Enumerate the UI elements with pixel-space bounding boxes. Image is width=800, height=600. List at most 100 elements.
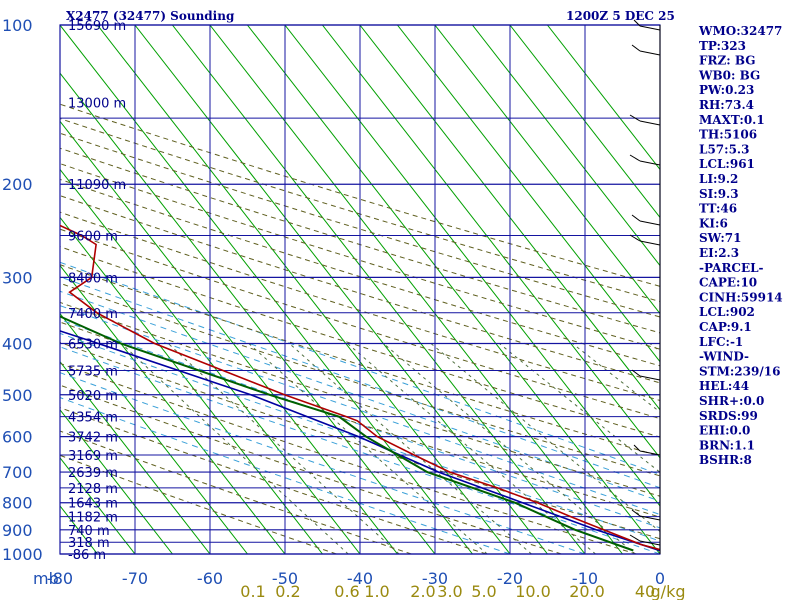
index-value: -WIND- bbox=[699, 350, 749, 364]
temp-tick-label: -70 bbox=[122, 569, 148, 588]
index-value: HEL:44 bbox=[699, 379, 749, 393]
height-label: 2128 m bbox=[68, 482, 118, 497]
isotherm-line bbox=[60, 264, 286, 554]
index-value: STM:239/16 bbox=[699, 364, 780, 378]
isobar-label: 500 bbox=[2, 386, 33, 405]
height-label: 1643 m bbox=[68, 497, 118, 512]
index-value: L57:5.3 bbox=[699, 142, 749, 156]
index-value: TH:5106 bbox=[699, 128, 757, 142]
isotherm-line bbox=[96, 25, 511, 554]
index-value: RH:73.4 bbox=[699, 98, 754, 112]
wind-barb-flag bbox=[629, 154, 641, 162]
wind-barb bbox=[639, 220, 661, 226]
mixing-ratio-label: 5.0 bbox=[471, 582, 496, 600]
isotherm-line bbox=[60, 25, 473, 554]
index-value: WMO:32477 bbox=[698, 24, 782, 38]
isotherm-line bbox=[471, 25, 660, 267]
isobar-label: 1000 bbox=[2, 545, 43, 564]
sounding-profiles bbox=[60, 224, 660, 552]
isobar-label: 800 bbox=[2, 494, 33, 513]
grid-lines bbox=[59, 24, 661, 555]
wind-barb bbox=[639, 240, 661, 246]
isotherm-line bbox=[60, 312, 248, 554]
isotherm-line bbox=[246, 25, 660, 554]
wind-barb-flag bbox=[633, 444, 641, 452]
index-value: LCL:902 bbox=[699, 305, 755, 319]
index-value: LFC:-1 bbox=[699, 335, 743, 349]
isobar-label: 700 bbox=[2, 463, 33, 482]
height-label: 11090 m bbox=[68, 178, 126, 193]
wind-barb-flag bbox=[631, 44, 641, 52]
temp-tick-label: -60 bbox=[197, 569, 223, 588]
height-label: 1182 m bbox=[68, 511, 118, 526]
temp-tick-label: -20 bbox=[497, 569, 523, 588]
axis-labels: 100 200 300 400 500 600 700 800 900 1000 15690 m 13… bbox=[2, 16, 685, 600]
mixing-ratio-label: g/kg bbox=[651, 582, 686, 600]
temp-tick-label: 0 bbox=[655, 569, 665, 588]
index-value: FRZ: BG bbox=[699, 54, 755, 68]
wind-barb bbox=[639, 50, 661, 56]
height-label: 740 m bbox=[68, 524, 110, 539]
isotherm-line bbox=[546, 25, 660, 171]
moist-adiabat-line bbox=[60, 332, 660, 542]
height-label: 7400 m bbox=[68, 307, 118, 322]
height-label: 5020 m bbox=[68, 389, 118, 404]
isotherm-line bbox=[60, 457, 136, 554]
wind-barb-flag bbox=[633, 19, 641, 27]
height-label: 13000 m bbox=[68, 96, 126, 111]
isotherm-line bbox=[134, 25, 548, 554]
index-value: TT:46 bbox=[699, 202, 737, 216]
index-value: -PARCEL- bbox=[699, 261, 764, 275]
isotherm-line bbox=[359, 25, 660, 411]
index-value: SW:71 bbox=[699, 231, 741, 245]
temp-tick-label: -50 bbox=[272, 569, 298, 588]
wind-barb-flag bbox=[631, 369, 641, 377]
temp-tick-label: -10 bbox=[572, 569, 598, 588]
mixing-ratio-label: 20.0 bbox=[569, 582, 605, 600]
index-value: SHR+:0.0 bbox=[699, 394, 764, 408]
isobar-label: 100 bbox=[2, 16, 33, 35]
index-value: LI:9.2 bbox=[699, 172, 738, 186]
height-label: 4354 m bbox=[68, 411, 118, 426]
height-label: 8400 m bbox=[68, 271, 118, 286]
height-label: 2639 m bbox=[68, 466, 118, 481]
isotherm-line bbox=[60, 168, 361, 554]
wind-barb bbox=[639, 160, 661, 166]
wind-barb-flag bbox=[629, 534, 641, 542]
temp-tick-label: -30 bbox=[422, 569, 448, 588]
height-label: 5735 m bbox=[68, 365, 118, 380]
isotherm-line bbox=[509, 25, 660, 219]
isotherm-line bbox=[60, 408, 173, 554]
isobar-label: 600 bbox=[2, 428, 33, 447]
isotherm-lines bbox=[60, 25, 660, 554]
wind-barb bbox=[639, 120, 661, 126]
wind-barb-flag bbox=[629, 114, 641, 122]
isobar-label: 200 bbox=[2, 175, 33, 194]
temp-tick-label: -40 bbox=[347, 569, 373, 588]
index-value: BRN:1.1 bbox=[699, 438, 755, 452]
height-label: -86 m bbox=[68, 548, 106, 563]
wind-barb-flag bbox=[631, 214, 641, 222]
wind-barb bbox=[639, 25, 661, 31]
isotherm-line bbox=[284, 25, 660, 507]
height-label: 3169 m bbox=[68, 449, 118, 464]
index-value: SI:9.3 bbox=[699, 187, 739, 201]
index-value: EI:2.3 bbox=[699, 246, 739, 260]
index-value: CAPE:10 bbox=[699, 276, 757, 290]
wind-barb bbox=[639, 450, 661, 456]
mixing-ratio-label: 0.6 bbox=[334, 582, 359, 600]
moist-adiabat-line bbox=[60, 397, 511, 554]
index-value: CINH:59914 bbox=[699, 290, 783, 304]
isotherm-line bbox=[209, 25, 623, 554]
mixing-ratio-label: 0.1 bbox=[240, 582, 265, 600]
isotherm-line bbox=[60, 120, 398, 554]
isotherm-line bbox=[60, 216, 323, 554]
height-label: 15690 m bbox=[68, 19, 126, 34]
wind-barbs bbox=[629, 19, 661, 554]
valid-time: 1200Z 5 DEC 25 bbox=[566, 9, 675, 23]
mixing-ratio-label: 40 bbox=[635, 582, 655, 600]
index-value: EHI:0.0 bbox=[699, 424, 750, 438]
x-axis-label: mb bbox=[33, 569, 59, 588]
